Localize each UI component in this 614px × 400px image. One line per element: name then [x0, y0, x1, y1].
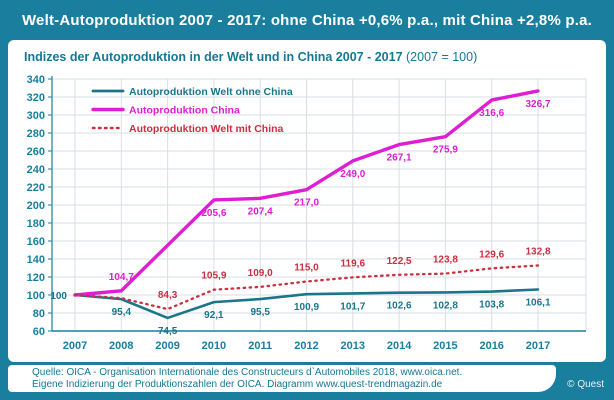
y-axis-label: 340 [27, 74, 45, 86]
data-label: 84,3 [158, 290, 178, 301]
y-axis-label: 300 [27, 110, 45, 122]
line-chart: 60 80 100 120 140 160 180 200 220 240 260 280 300 320… [27, 74, 587, 352]
data-label: 122,5 [387, 256, 412, 267]
data-label: 217,0 [294, 198, 319, 209]
data-label: 95,4 [112, 307, 132, 318]
data-label: 275,9 [433, 145, 458, 156]
data-label: 205,6 [201, 208, 226, 219]
data-label: 105,9 [201, 271, 226, 282]
y-axis-label: 180 [27, 218, 45, 230]
series-line-3 [73, 264, 540, 311]
data-label: 100,9 [294, 302, 319, 313]
data-label: 119,6 [341, 258, 366, 269]
x-axis-label: 2014 [387, 340, 412, 352]
y-axis-label: 120 [27, 272, 45, 284]
subtitle-suffix: (2007 = 100) [402, 50, 478, 64]
x-axis-label: 2008 [109, 340, 133, 352]
data-label: 316,6 [479, 108, 504, 119]
chart-title: Welt-Autoproduktion 2007 - 2017: ohne Ch… [21, 11, 593, 29]
legend-label: Autoproduktion China [129, 105, 240, 117]
legend-label: Autoproduktion Welt mit China [129, 123, 284, 135]
x-axis-label: 2012 [294, 340, 318, 352]
y-axis-label: 140 [27, 254, 45, 266]
source-line-2: Eigene Indizierung der Produktionszahlen… [32, 379, 443, 390]
data-label: 95,5 [250, 307, 270, 318]
data-label: 104,7 [109, 272, 134, 283]
data-label: 115,0 [294, 263, 319, 274]
data-label: 102,8 [433, 300, 458, 311]
series-line-1 [73, 288, 540, 320]
y-axis-label: 200 [27, 200, 45, 212]
data-label: 207,4 [248, 206, 273, 217]
data-label: 123,8 [433, 255, 458, 266]
x-axis-label: 2009 [155, 340, 179, 352]
y-axis-label: 280 [27, 128, 45, 140]
series-line-2 [73, 89, 540, 297]
data-label: 100 [50, 291, 67, 302]
y-axis-label: 240 [27, 164, 45, 176]
data-label: 106,1 [525, 298, 550, 309]
x-axis-label: 2017 [526, 340, 550, 352]
data-label: 132,8 [525, 246, 550, 257]
x-axis-label: 2015 [433, 340, 457, 352]
subtitle-main: Indizes der Autoproduktion in der Welt u… [24, 50, 403, 64]
y-axis-label: 160 [27, 236, 45, 248]
y-axis-label: 60 [33, 326, 45, 338]
x-axis-label: 2011 [248, 340, 272, 352]
chart-subtitle: Indizes der Autoproduktion in der Welt u… [24, 50, 477, 64]
data-label: 74,5 [158, 326, 178, 337]
data-label: 101,7 [340, 301, 365, 312]
x-axis-label: 2010 [202, 340, 226, 352]
data-label: 267,1 [387, 153, 412, 164]
content-panel: Indizes der Autoproduktion in der Welt u… [8, 40, 606, 362]
x-axis-label: 2013 [341, 340, 365, 352]
data-label: 102,6 [387, 301, 412, 312]
x-axis-label: 2016 [479, 340, 503, 352]
y-axis-label: 320 [27, 92, 45, 104]
data-label: 103,8 [479, 300, 504, 311]
source-note: Quelle: OICA - Organisation Internationa… [8, 365, 556, 392]
copyright-label: © Quest [567, 379, 604, 390]
x-axis-label: 2007 [63, 340, 87, 352]
data-label: 109,0 [248, 268, 273, 279]
legend-label: Autoproduktion Welt ohne China [129, 86, 293, 98]
data-label: 249,0 [340, 169, 365, 180]
y-axis-label: 260 [27, 146, 45, 158]
y-axis-label: 100 [27, 290, 45, 302]
data-label: 129,6 [479, 249, 504, 260]
y-axis-label: 220 [27, 182, 45, 194]
data-label: 326,7 [525, 99, 550, 110]
data-label: 92,1 [204, 310, 224, 321]
source-line-1: Quelle: OICA - Organisation Internationa… [32, 367, 463, 378]
y-axis-label: 80 [33, 308, 45, 320]
